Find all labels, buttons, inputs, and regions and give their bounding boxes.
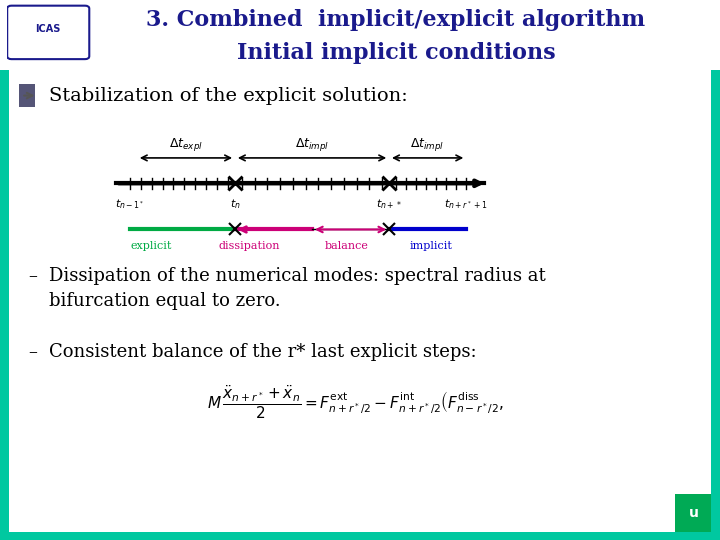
Text: explicit: explicit [130,241,171,251]
Text: Consistent balance of the r* last explicit steps:: Consistent balance of the r* last explic… [50,343,477,361]
Text: Initial implicit conditions: Initial implicit conditions [237,42,555,64]
Text: 3. Combined  implicit/explicit algorithm: 3. Combined implicit/explicit algorithm [146,9,646,31]
Text: implicit: implicit [410,241,453,251]
Text: bifurcation equal to zero.: bifurcation equal to zero. [50,292,281,310]
Bar [19,84,35,107]
Text: $\Delta t_{impl}$: $\Delta t_{impl}$ [410,136,445,153]
Text: $t_{n-1^*}$: $t_{n-1^*}$ [115,197,145,211]
Bar [0,532,720,540]
Text: $\Delta t_{expl}$: $\Delta t_{expl}$ [169,136,203,153]
Text: $\Delta t_{impl}$: $\Delta t_{impl}$ [295,136,329,153]
Text: Stabilization of the explicit solution:: Stabilization of the explicit solution: [50,86,408,105]
Text: balance: balance [325,241,369,251]
Text: $t_{n+r^*+1}$: $t_{n+r^*+1}$ [444,197,488,211]
Bar [711,70,720,540]
Text: $M\,\dfrac{\ddot{x}_{n+r^*}+\ddot{x}_n}{2}=F^{\mathrm{ext}}_{n+r^*/2}-F^{\mathrm: $M\,\dfrac{\ddot{x}_{n+r^*}+\ddot{x}_n}{… [207,384,504,421]
Bar [0,70,9,540]
Text: $t_{n+*}$: $t_{n+*}$ [376,197,402,211]
FancyBboxPatch shape [7,6,89,59]
Text: dissipation: dissipation [218,241,280,251]
Bar [675,494,711,532]
Text: Dissipation of the numerical modes: spectral radius at: Dissipation of the numerical modes: spec… [50,267,546,285]
Text: –: – [28,267,37,285]
Text: u: u [688,506,698,520]
Text: –: – [28,343,37,361]
Text: $t_n$: $t_n$ [230,197,240,211]
Text: ICAS: ICAS [35,24,60,35]
